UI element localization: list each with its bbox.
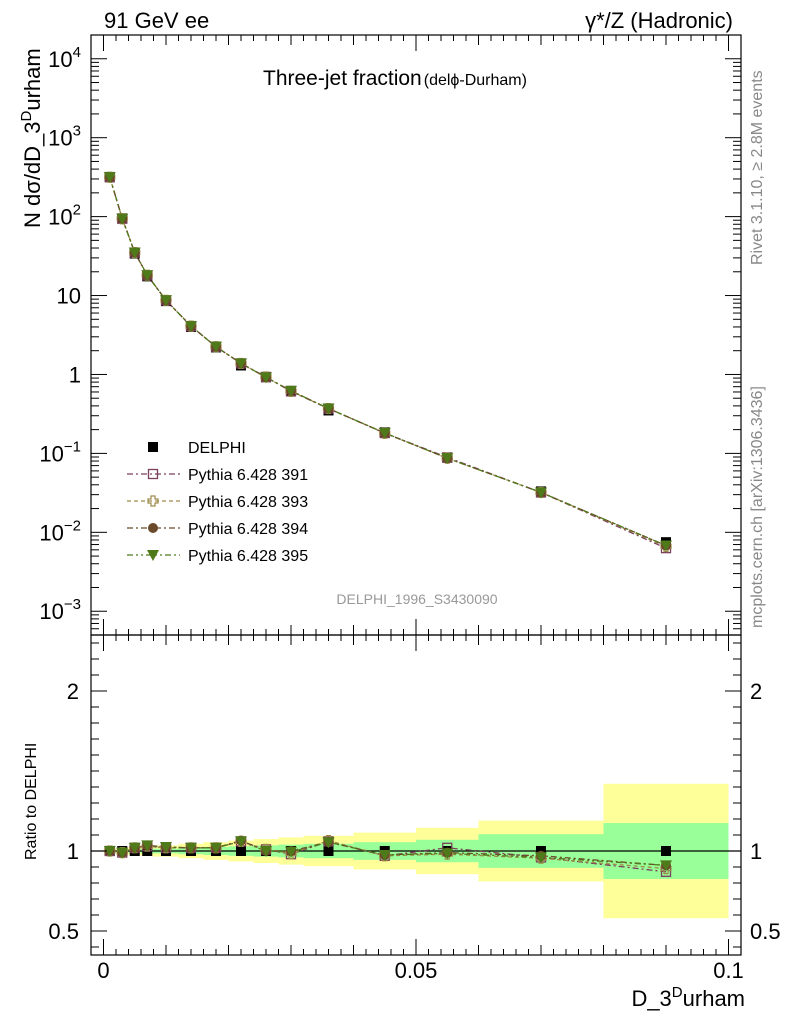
ratio-y-tick-label-left: 2 bbox=[67, 679, 79, 704]
legend-marker bbox=[147, 495, 159, 507]
legend-label: Pythia 6.428 394 bbox=[188, 521, 308, 538]
main-data-point bbox=[535, 487, 547, 499]
main-series-lines bbox=[109, 176, 667, 549]
ratio-series-markers bbox=[103, 835, 672, 877]
mcplots-label: mcplots.cern.ch [arXiv:1306.3436] bbox=[749, 386, 766, 628]
main-data-point bbox=[103, 172, 116, 184]
legend-marker bbox=[147, 550, 159, 561]
energy-label: 91 GeV ee bbox=[104, 8, 209, 33]
ratio-data-point bbox=[378, 850, 391, 861]
plot-title: Three-jet fraction (delϕ-Durham) bbox=[263, 67, 527, 90]
legend-label: Pythia 6.428 391 bbox=[188, 467, 308, 484]
ratio-data-point bbox=[160, 842, 172, 853]
main-data-point bbox=[141, 270, 154, 282]
main-data-point bbox=[378, 427, 391, 439]
main-series-line bbox=[109, 176, 667, 549]
main-data-point bbox=[322, 403, 335, 415]
main-data-point bbox=[116, 213, 129, 225]
ratio-data-point bbox=[660, 860, 672, 872]
ratio-data-point bbox=[128, 842, 141, 854]
main-series-markers bbox=[103, 171, 672, 554]
ratio-data-point bbox=[141, 840, 154, 852]
main-data-point bbox=[441, 453, 454, 465]
ratio-data-point bbox=[235, 836, 247, 848]
legend-item: Pythia 6.428 393 bbox=[127, 494, 308, 511]
ratio-y-tick-label-left: 0.5 bbox=[48, 919, 79, 944]
main-plot-frame bbox=[90, 34, 742, 636]
legend-label: Pythia 6.428 395 bbox=[188, 548, 308, 565]
x-tick-label: 0.05 bbox=[395, 958, 438, 983]
ratio-axis-title: Ratio to DELPHI bbox=[23, 743, 40, 860]
ratio-axes: 2 2 1 1 0.5 0.5 0 0.05 0.1 bbox=[48, 634, 781, 983]
legend-marker bbox=[148, 523, 158, 533]
ratio-data-point bbox=[210, 842, 222, 854]
ratio-data-point bbox=[535, 852, 547, 864]
ratio-reference-point bbox=[236, 846, 246, 856]
analysis-id-label: DELPHI_1996_S3430090 bbox=[336, 591, 497, 607]
main-data-point bbox=[235, 358, 247, 370]
ratio-data-point bbox=[116, 847, 129, 859]
y-axis-title: N dσ/dD_3Durham bbox=[18, 48, 45, 228]
y-tick-label: 102 bbox=[48, 202, 81, 230]
legend-marker bbox=[148, 442, 158, 452]
y-tick-label: 10 bbox=[57, 284, 81, 309]
ratio-data-point bbox=[441, 848, 454, 860]
process-label: γ*/Z (Hadronic) bbox=[585, 8, 733, 33]
legend-item: DELPHI bbox=[148, 440, 246, 457]
main-data-point bbox=[160, 295, 172, 307]
legend-item: Pythia 6.428 391 bbox=[127, 467, 308, 484]
legend-item: Pythia 6.428 395 bbox=[127, 548, 308, 565]
y-tick-label: 1 bbox=[69, 362, 81, 387]
legend-label: DELPHI bbox=[188, 440, 246, 457]
legend-label: Pythia 6.428 393 bbox=[188, 494, 308, 511]
ratio-data-point bbox=[260, 846, 272, 857]
main-data-point bbox=[260, 372, 272, 384]
ratio-data-point bbox=[185, 842, 197, 854]
y-tick-label: 103 bbox=[48, 123, 81, 151]
ratio-data-point bbox=[322, 837, 335, 849]
ratio-data-point bbox=[285, 846, 297, 858]
x-tick-label: 0.1 bbox=[713, 958, 744, 983]
ratio-reference-point bbox=[661, 846, 671, 856]
legend: DELPHI Pythia 6.428 391 Pythia 6.428 393 Py… bbox=[127, 440, 308, 565]
ratio-y-tick-label-left: 1 bbox=[67, 839, 79, 864]
ratio-y-tick-label-right: 1 bbox=[750, 839, 762, 864]
main-series-line bbox=[109, 177, 667, 548]
rivet-version-label: Rivet 3.1.10, ≥ 2.8M events bbox=[749, 70, 766, 265]
main-data-point bbox=[128, 247, 141, 259]
y-tick-label: 10−3 bbox=[39, 596, 81, 624]
main-series-line bbox=[109, 177, 667, 547]
main-series-line bbox=[109, 176, 667, 547]
legend-marker bbox=[147, 468, 159, 480]
y-tick-label: 10−2 bbox=[39, 517, 81, 545]
ratio-reference-point bbox=[323, 846, 334, 856]
ratio-y-tick-label-right: 0.5 bbox=[750, 919, 781, 944]
legend-item: Pythia 6.428 394 bbox=[127, 521, 308, 538]
main-data-point bbox=[185, 321, 197, 333]
ratio-data-point bbox=[103, 846, 116, 857]
main-data-point bbox=[210, 341, 222, 353]
ratio-y-tick-label-right: 2 bbox=[750, 679, 762, 704]
main-data-point bbox=[660, 540, 672, 552]
x-tick-label: 0 bbox=[97, 958, 109, 983]
y-tick-label: 10−1 bbox=[39, 438, 81, 466]
x-axis-title: D_3Durham bbox=[631, 984, 745, 1011]
y-tick-label: 104 bbox=[48, 44, 81, 72]
main-data-point bbox=[285, 385, 297, 397]
